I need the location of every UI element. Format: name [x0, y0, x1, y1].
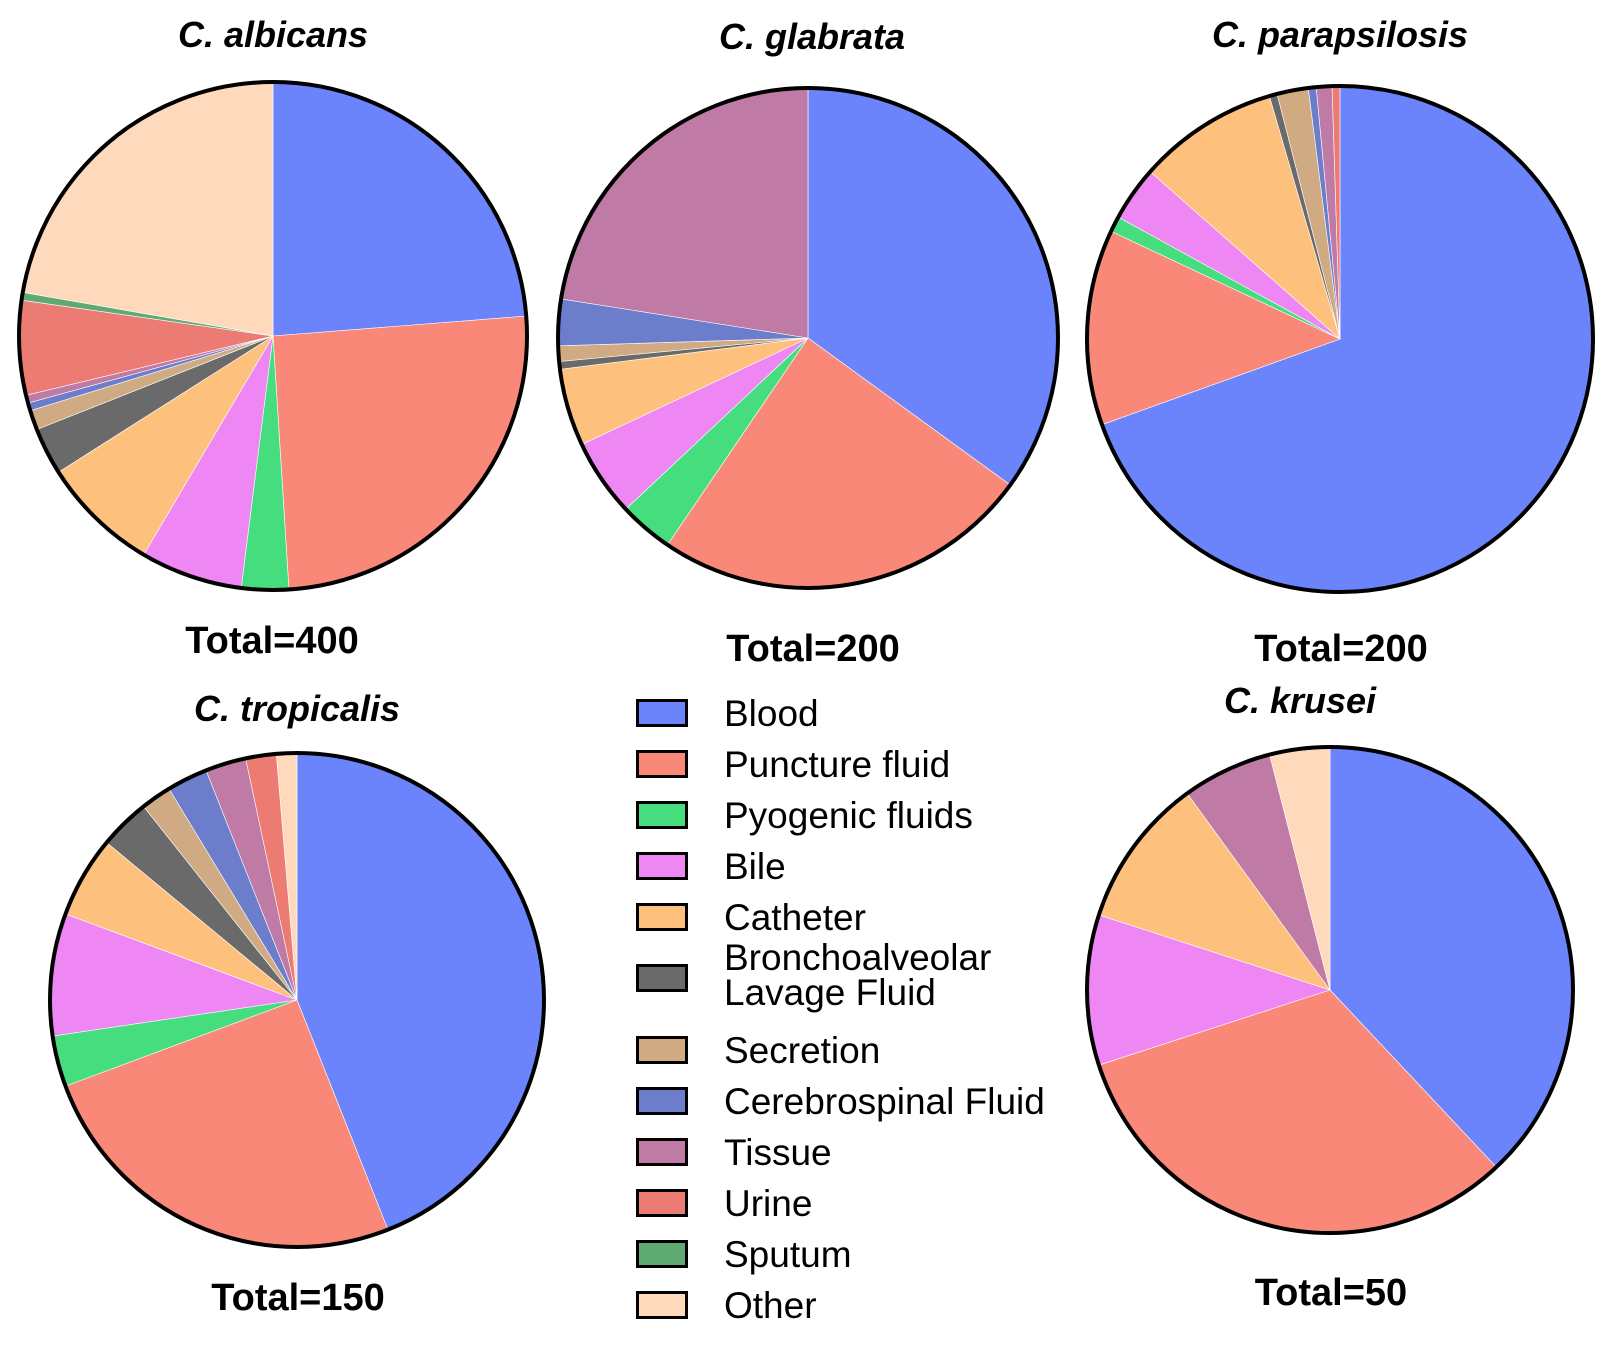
legend-swatch [636, 1291, 688, 1319]
pie-outline [17, 80, 529, 592]
legend-label: Other [724, 1285, 817, 1326]
legend-swatch [636, 1087, 688, 1115]
legend-swatch [636, 801, 688, 829]
legend-label: Bile [724, 846, 786, 887]
legend-swatch [636, 852, 688, 880]
legend-label: Blood [724, 693, 819, 734]
legend-label: Bronchoalveolar Lavage Fluid [724, 937, 992, 1013]
chart-title-glabrata: C. glabrata [718, 16, 906, 57]
pie-outline [556, 86, 1060, 590]
pie-outline [48, 751, 546, 1249]
legend-swatch [636, 750, 688, 778]
total-label-krusei: Total=50 [1254, 1272, 1408, 1314]
chart-title-parapsilosis: C. parapsilosis [1211, 14, 1469, 55]
total-label-glabrata: Total=200 [726, 628, 900, 670]
legend-label: Pyogenic fluids [724, 795, 973, 836]
legend-swatch [636, 964, 688, 992]
legend-swatch [636, 1240, 688, 1268]
legend-label: Catheter [724, 897, 866, 938]
legend-swatch [636, 1138, 688, 1166]
total-label-albicans: Total=400 [185, 620, 359, 662]
legend-swatch [636, 699, 688, 727]
legend-label: Tissue [724, 1132, 832, 1173]
pie-outline [1085, 84, 1595, 594]
pie-outline [1085, 745, 1575, 1235]
legend-label: Urine [724, 1183, 813, 1224]
chart-title-albicans: C. albicans [177, 14, 369, 55]
chart-title-tropicalis: C. tropicalis [193, 688, 401, 729]
legend-swatch [636, 903, 688, 931]
total-label-tropicalis: Total=150 [211, 1277, 385, 1319]
legend-swatch [636, 1036, 688, 1064]
legend-swatch [636, 1189, 688, 1217]
legend-label: Sputum [724, 1234, 852, 1275]
chart-title-krusei: C. krusei [1223, 680, 1377, 721]
legend-label: Cerebrospinal Fluid [724, 1081, 1045, 1122]
legend-label: Secretion [724, 1030, 881, 1071]
total-label-parapsilosis: Total=200 [1254, 628, 1428, 670]
legend-label: Puncture fluid [724, 744, 951, 785]
